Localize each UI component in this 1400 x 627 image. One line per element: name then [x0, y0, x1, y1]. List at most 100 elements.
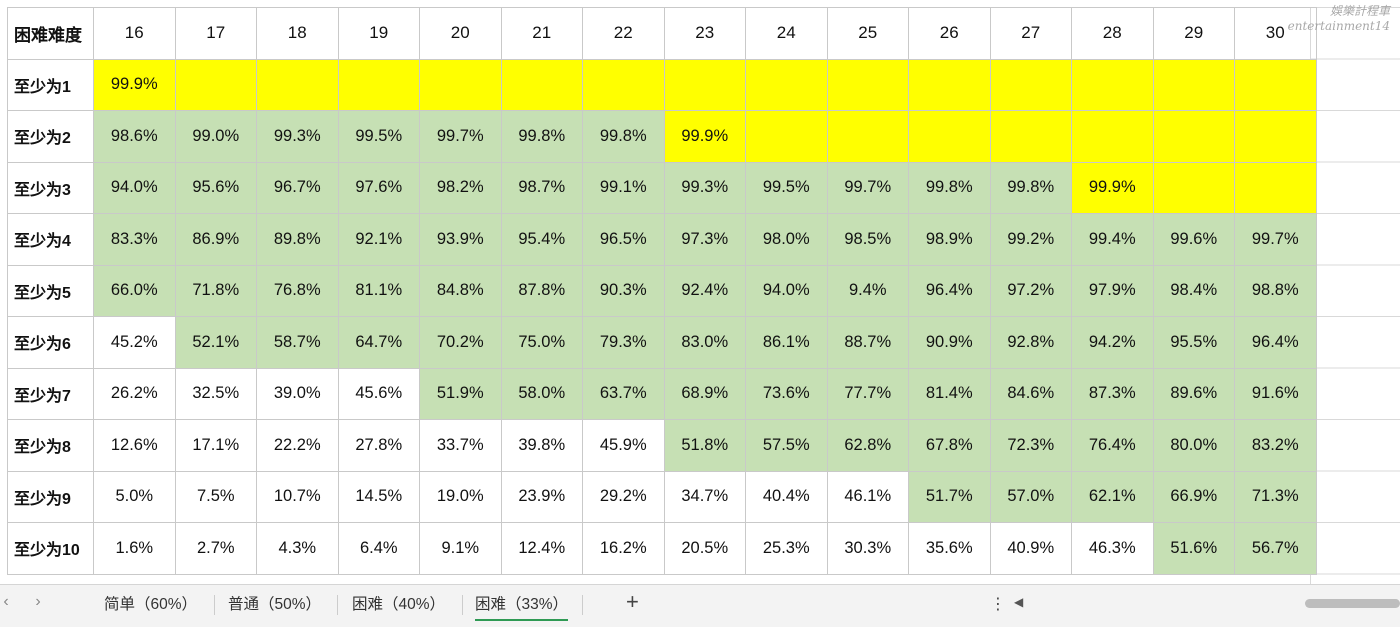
table-cell[interactable]: 27.8%	[337, 419, 420, 472]
table-cell[interactable]: 46.3%	[1071, 522, 1154, 575]
table-cell[interactable]	[826, 58, 909, 111]
column-header-cell[interactable]: 21	[500, 7, 583, 60]
table-cell[interactable]: 6.4%	[337, 522, 420, 575]
table-cell[interactable]	[989, 58, 1072, 111]
table-cell[interactable]	[256, 58, 339, 111]
table-cell[interactable]: 88.7%	[826, 316, 909, 369]
column-header-cell[interactable]: 27	[989, 7, 1072, 60]
table-cell[interactable]: 67.8%	[908, 419, 991, 472]
table-cell[interactable]	[1152, 161, 1235, 214]
table-cell[interactable]: 40.4%	[745, 470, 828, 523]
table-cell[interactable]: 95.4%	[500, 213, 583, 266]
table-cell[interactable]: 56.7%	[1234, 522, 1317, 575]
table-cell[interactable]: 99.7%	[1234, 213, 1317, 266]
table-cell[interactable]: 2.7%	[174, 522, 257, 575]
table-cell[interactable]: 77.7%	[826, 367, 909, 420]
table-cell[interactable]: 96.4%	[908, 264, 991, 317]
table-cell[interactable]: 35.6%	[908, 522, 991, 575]
table-cell[interactable]: 64.7%	[337, 316, 420, 369]
table-cell[interactable]: 34.7%	[663, 470, 746, 523]
table-cell[interactable]: 86.1%	[745, 316, 828, 369]
column-header-cell[interactable]: 26	[908, 7, 991, 60]
column-header-cell[interactable]: 22	[582, 7, 665, 60]
table-cell[interactable]: 76.8%	[256, 264, 339, 317]
table-cell[interactable]: 89.6%	[1152, 367, 1235, 420]
table-cell[interactable]: 95.6%	[174, 161, 257, 214]
more-icon[interactable]: ⋮	[990, 596, 1006, 613]
row-header-cell[interactable]: 至少为1	[7, 58, 94, 111]
table-cell[interactable]: 84.6%	[989, 367, 1072, 420]
sheet-tab-easy[interactable]: 简单（60%）	[104, 596, 198, 613]
table-cell[interactable]: 99.8%	[908, 161, 991, 214]
table-cell[interactable]: 57.5%	[745, 419, 828, 472]
table-cell[interactable]: 63.7%	[582, 367, 665, 420]
table-cell[interactable]: 99.8%	[582, 110, 665, 163]
table-cell[interactable]: 99.2%	[989, 213, 1072, 266]
table-cell[interactable]	[174, 58, 257, 111]
table-cell[interactable]: 98.9%	[908, 213, 991, 266]
table-cell[interactable]	[1234, 161, 1317, 214]
add-sheet-button[interactable]: +	[626, 589, 639, 614]
table-cell[interactable]: 58.0%	[500, 367, 583, 420]
sheet-tab-hard-33[interactable]: 困难（33%）	[475, 593, 569, 621]
column-header-cell[interactable]: 17	[174, 7, 257, 60]
table-cell[interactable]	[745, 58, 828, 111]
table-cell[interactable]: 99.0%	[174, 110, 257, 163]
table-cell[interactable]: 96.5%	[582, 213, 665, 266]
table-cell[interactable]: 92.1%	[337, 213, 420, 266]
table-cell[interactable]: 33.7%	[419, 419, 502, 472]
column-header-cell[interactable]: 23	[663, 7, 746, 60]
table-cell[interactable]: 23.9%	[500, 470, 583, 523]
table-cell[interactable]: 83.3%	[93, 213, 176, 266]
table-cell[interactable]: 4.3%	[256, 522, 339, 575]
table-cell[interactable]: 68.9%	[663, 367, 746, 420]
table-cell[interactable]: 98.4%	[1152, 264, 1235, 317]
table-cell[interactable]: 91.6%	[1234, 367, 1317, 420]
column-header-cell[interactable]: 29	[1152, 7, 1235, 60]
table-cell[interactable]: 46.1%	[826, 470, 909, 523]
table-cell[interactable]: 83.2%	[1234, 419, 1317, 472]
table-cell[interactable]: 99.7%	[826, 161, 909, 214]
table-cell[interactable]	[826, 110, 909, 163]
empty-column[interactable]	[1310, 7, 1400, 584]
table-cell[interactable]	[1152, 58, 1235, 111]
table-cell[interactable]: 87.3%	[1071, 367, 1154, 420]
row-header-cell[interactable]: 至少为6	[7, 316, 94, 369]
table-cell[interactable]: 97.6%	[337, 161, 420, 214]
table-cell[interactable]: 22.2%	[256, 419, 339, 472]
table-cell[interactable]: 92.8%	[989, 316, 1072, 369]
table-cell[interactable]: 76.4%	[1071, 419, 1154, 472]
table-cell[interactable]: 26.2%	[93, 367, 176, 420]
table-cell[interactable]: 20.5%	[663, 522, 746, 575]
table-cell[interactable]: 94.0%	[745, 264, 828, 317]
table-cell[interactable]: 99.7%	[419, 110, 502, 163]
table-cell[interactable]: 99.8%	[500, 110, 583, 163]
table-cell[interactable]	[1071, 58, 1154, 111]
table-cell[interactable]	[989, 110, 1072, 163]
table-cell[interactable]: 98.0%	[745, 213, 828, 266]
chevron-left-icon[interactable]: ‹	[3, 593, 9, 610]
table-cell[interactable]: 99.8%	[989, 161, 1072, 214]
table-cell[interactable]: 89.8%	[256, 213, 339, 266]
table-cell[interactable]: 99.4%	[1071, 213, 1154, 266]
table-cell[interactable]: 95.5%	[1152, 316, 1235, 369]
table-cell[interactable]: 80.0%	[1152, 419, 1235, 472]
column-header-cell[interactable]: 18	[256, 7, 339, 60]
row-header-cell[interactable]: 至少为2	[7, 110, 94, 163]
table-cell[interactable]: 99.5%	[337, 110, 420, 163]
table-cell[interactable]: 17.1%	[174, 419, 257, 472]
table-cell[interactable]: 14.5%	[337, 470, 420, 523]
column-header-cell[interactable]: 19	[337, 7, 420, 60]
table-cell[interactable]	[1234, 110, 1317, 163]
table-cell[interactable]	[908, 110, 991, 163]
table-cell[interactable]: 98.5%	[826, 213, 909, 266]
table-cell[interactable]: 92.4%	[663, 264, 746, 317]
table-cell[interactable]: 86.9%	[174, 213, 257, 266]
table-cell[interactable]	[908, 58, 991, 111]
table-cell[interactable]: 99.9%	[93, 58, 176, 111]
table-cell[interactable]: 81.4%	[908, 367, 991, 420]
table-cell[interactable]	[663, 58, 746, 111]
corner-header-cell[interactable]: 困难难度	[7, 7, 94, 60]
table-cell[interactable]: 12.4%	[500, 522, 583, 575]
table-cell[interactable]: 51.6%	[1152, 522, 1235, 575]
